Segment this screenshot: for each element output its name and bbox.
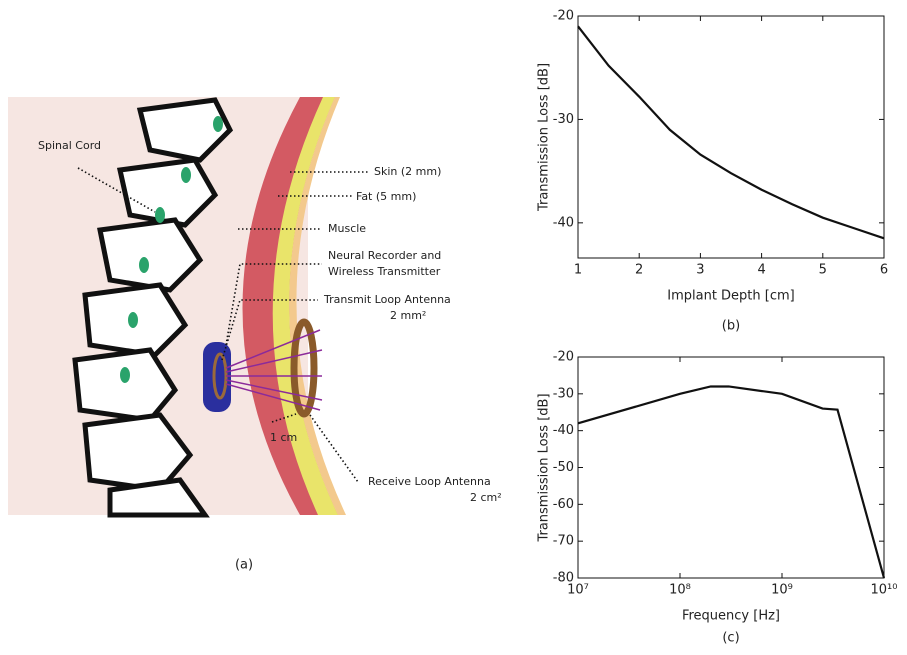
diagram-label: Skin (2 mm) xyxy=(374,165,441,178)
y-tick-label: -20 xyxy=(553,9,574,24)
data-line xyxy=(578,26,884,238)
x-tick-label: 5 xyxy=(819,263,827,278)
diagram-label: Receive Loop Antenna xyxy=(368,475,491,488)
y-tick-label: -40 xyxy=(553,423,574,438)
diagram-label: 2 cm² xyxy=(470,491,502,504)
y-tick-label: -60 xyxy=(553,497,574,512)
x-tick-label: 3 xyxy=(696,263,704,278)
diagram-label: Transmit Loop Antenna xyxy=(323,293,451,306)
x-tick-label: 10⁹ xyxy=(771,583,793,598)
diagram-label: Wireless Transmitter xyxy=(328,265,441,278)
y-tick-label: -30 xyxy=(553,386,574,401)
y-tick-label: -50 xyxy=(553,460,574,475)
x-tick-label: 1 xyxy=(574,263,582,278)
plot-frame xyxy=(578,357,884,578)
spine-diagram xyxy=(8,97,370,515)
diagram-label: Muscle xyxy=(328,222,366,235)
diagram-label: Neural Recorder and xyxy=(328,249,441,262)
x-tick-label: 10⁷ xyxy=(567,583,589,598)
x-axis-label: Frequency [Hz] xyxy=(682,609,780,624)
caption: (a) xyxy=(235,558,253,573)
caption: (b) xyxy=(722,319,740,334)
page: Spinal Cord Skin (2 mm) Fat (5 mm) Muscl… xyxy=(0,0,907,655)
x-axis-label: Implant Depth [cm] xyxy=(667,289,794,304)
diagram-label: 1 cm xyxy=(270,431,297,444)
diagram-label: Spinal Cord xyxy=(38,139,101,152)
x-tick-label: 10⁸ xyxy=(669,583,691,598)
caption: (c) xyxy=(722,631,739,646)
x-tick-label: 6 xyxy=(880,263,888,278)
y-tick-label: -40 xyxy=(553,215,574,230)
y-tick-label: -70 xyxy=(553,534,574,549)
figure: Spinal Cord Skin (2 mm) Fat (5 mm) Muscl… xyxy=(0,0,907,655)
data-line xyxy=(578,386,884,578)
y-tick-label: -30 xyxy=(553,112,574,127)
chart: -20 -30 -40 1 2 3 4 5 6 Implant Depth [cm] Transmi… xyxy=(537,9,889,334)
x-tick-label: 4 xyxy=(757,263,765,278)
diagram-label: Fat (5 mm) xyxy=(356,190,416,203)
y-tick-label: -20 xyxy=(553,350,574,365)
y-axis-label: Transmission Loss [dB] xyxy=(537,63,552,212)
diagram-label: 2 mm² xyxy=(390,309,426,322)
y-axis-label: Transmission Loss [dB] xyxy=(537,393,552,542)
x-tick-label: 10¹⁰ xyxy=(871,583,898,598)
x-tick-label: 2 xyxy=(635,263,643,278)
